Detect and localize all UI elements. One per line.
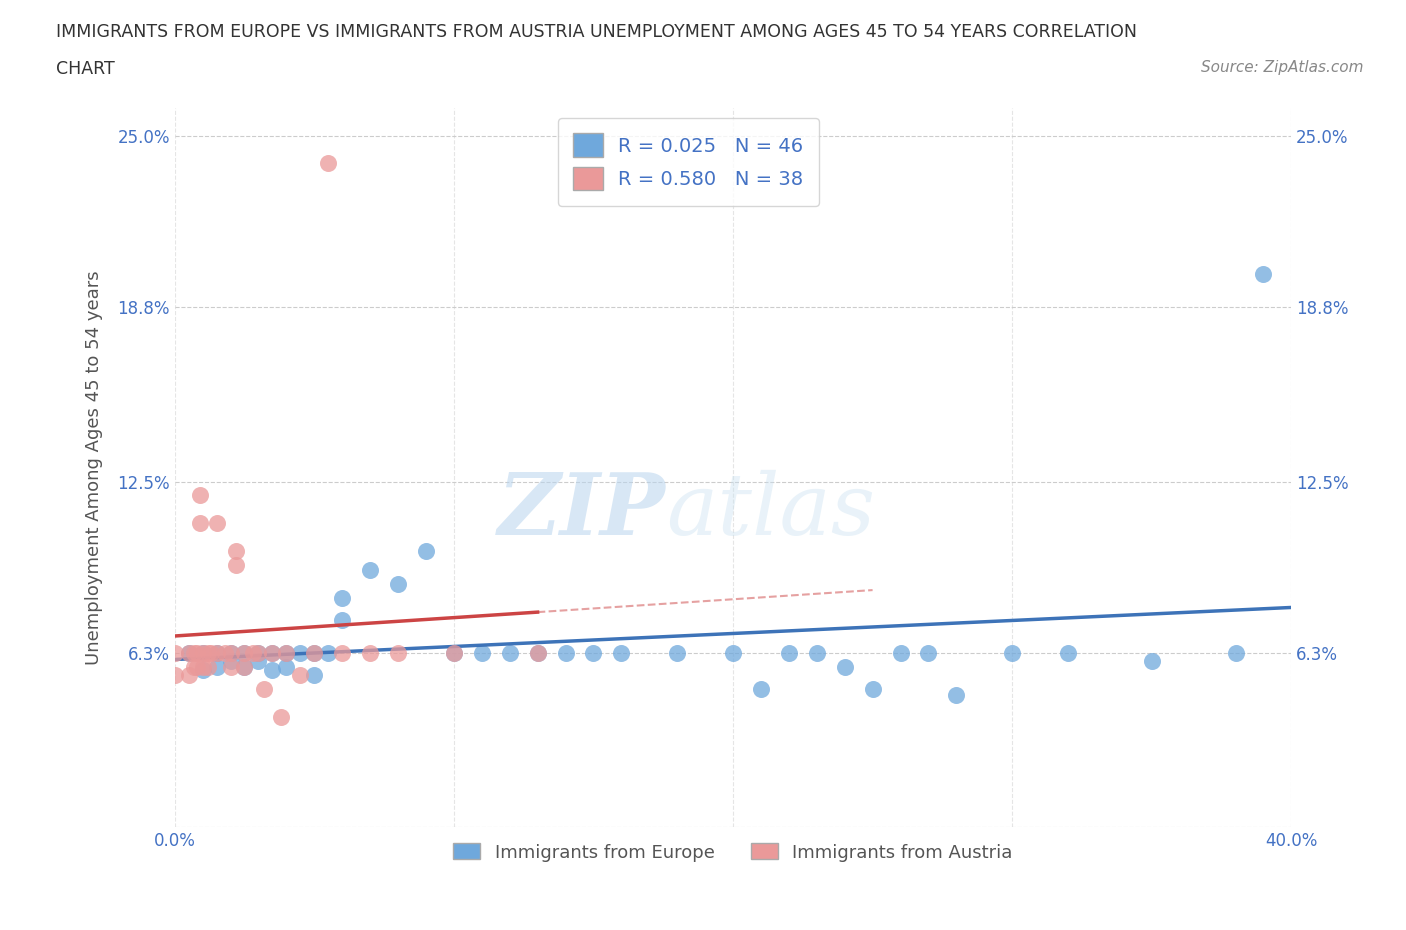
Point xyxy=(188,515,211,530)
Y-axis label: Unemployment Among Ages 45 to 54 years: Unemployment Among Ages 45 to 54 years xyxy=(86,271,103,665)
Point xyxy=(197,659,219,674)
Point xyxy=(247,654,270,669)
Point xyxy=(276,645,298,660)
Point xyxy=(330,613,353,628)
Point xyxy=(276,645,298,660)
Legend: Immigrants from Europe, Immigrants from Austria: Immigrants from Europe, Immigrants from … xyxy=(446,836,1019,869)
Point xyxy=(225,557,247,572)
Point xyxy=(262,645,284,660)
Point xyxy=(163,668,186,683)
Point xyxy=(316,156,339,171)
Point xyxy=(290,645,312,660)
Point xyxy=(242,645,264,660)
Point xyxy=(188,488,211,503)
Point xyxy=(214,645,236,660)
Point xyxy=(498,645,520,660)
Point xyxy=(387,577,409,591)
Point xyxy=(177,668,200,683)
Point xyxy=(183,659,205,674)
Point xyxy=(233,659,256,674)
Point xyxy=(304,668,326,683)
Point xyxy=(415,543,437,558)
Point xyxy=(219,654,242,669)
Point xyxy=(443,645,465,660)
Point xyxy=(359,645,381,660)
Point xyxy=(200,645,222,660)
Point xyxy=(191,645,214,660)
Point xyxy=(262,645,284,660)
Point xyxy=(219,645,242,660)
Point xyxy=(270,710,292,724)
Point xyxy=(1001,645,1024,660)
Text: Source: ZipAtlas.com: Source: ZipAtlas.com xyxy=(1201,60,1364,75)
Point xyxy=(806,645,828,660)
Point xyxy=(666,645,689,660)
Point xyxy=(225,543,247,558)
Point xyxy=(205,515,228,530)
Point xyxy=(582,645,605,660)
Point xyxy=(316,645,339,660)
Point xyxy=(253,682,276,697)
Point xyxy=(526,645,548,660)
Text: IMMIGRANTS FROM EUROPE VS IMMIGRANTS FROM AUSTRIA UNEMPLOYMENT AMONG AGES 45 TO : IMMIGRANTS FROM EUROPE VS IMMIGRANTS FRO… xyxy=(56,23,1137,41)
Point xyxy=(177,645,200,660)
Point xyxy=(191,645,214,660)
Point xyxy=(219,645,242,660)
Point xyxy=(183,645,205,660)
Point xyxy=(749,682,772,697)
Point xyxy=(247,645,270,660)
Point xyxy=(205,645,228,660)
Point xyxy=(1140,654,1163,669)
Point xyxy=(304,645,326,660)
Point xyxy=(191,659,214,674)
Point xyxy=(163,645,186,660)
Point xyxy=(834,659,856,674)
Point xyxy=(917,645,939,660)
Point xyxy=(330,591,353,605)
Point xyxy=(233,659,256,674)
Point xyxy=(205,659,228,674)
Point xyxy=(197,645,219,660)
Point xyxy=(554,645,576,660)
Point xyxy=(1253,267,1275,282)
Point xyxy=(191,662,214,677)
Point xyxy=(233,645,256,660)
Point xyxy=(443,645,465,660)
Point xyxy=(262,662,284,677)
Point xyxy=(862,682,884,697)
Text: CHART: CHART xyxy=(56,60,115,78)
Point xyxy=(233,645,256,660)
Text: atlas: atlas xyxy=(666,470,875,552)
Point xyxy=(177,645,200,660)
Point xyxy=(276,659,298,674)
Point xyxy=(1225,645,1247,660)
Point xyxy=(610,645,633,660)
Point xyxy=(219,659,242,674)
Point xyxy=(387,645,409,660)
Point xyxy=(778,645,800,660)
Point xyxy=(186,659,208,674)
Point xyxy=(945,687,967,702)
Point xyxy=(205,645,228,660)
Point xyxy=(290,668,312,683)
Point xyxy=(304,645,326,660)
Point xyxy=(721,645,744,660)
Point xyxy=(359,563,381,578)
Point xyxy=(247,645,270,660)
Point xyxy=(889,645,911,660)
Point xyxy=(186,645,208,660)
Point xyxy=(526,645,548,660)
Text: ZIP: ZIP xyxy=(498,469,666,552)
Point xyxy=(471,645,494,660)
Point xyxy=(1057,645,1080,660)
Point xyxy=(330,645,353,660)
